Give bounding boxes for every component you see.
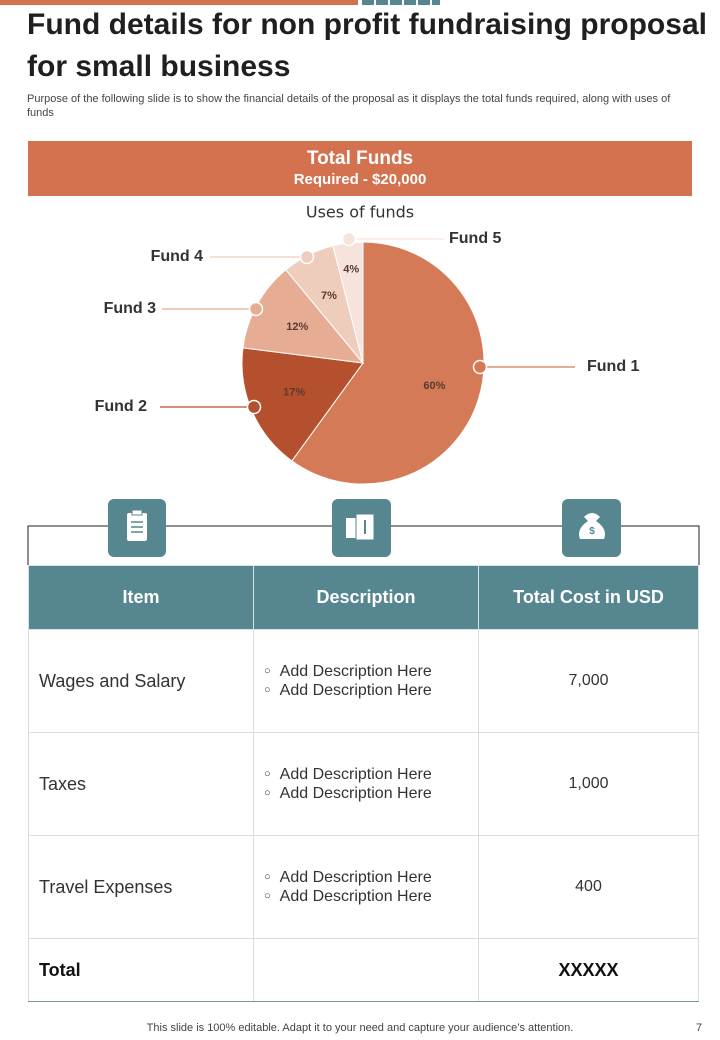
icon-money	[332, 499, 391, 557]
icon-clipboard	[108, 499, 166, 557]
banner-subtitle: Required - $20,000	[293, 171, 427, 188]
svg-text:$: $	[589, 526, 595, 537]
column-header: Total Cost in USD	[478, 565, 699, 630]
table-body: Wages and SalaryAdd Description HereAdd …	[28, 629, 699, 1002]
callout-dot	[248, 301, 264, 317]
empty-cell	[253, 938, 479, 1002]
accent-blocks	[362, 0, 440, 5]
slice-label: 60%	[423, 380, 445, 392]
slice-label: 7%	[321, 290, 337, 302]
callout-dot	[341, 231, 357, 247]
legend-label: Fund 1	[587, 358, 640, 375]
pie-chart: Uses of funds 60% 17% 12% 7% 4% Fund 1 Fund 2 F…	[95, 203, 640, 485]
slice-label: 4%	[343, 263, 359, 275]
description-bullet: Add Description Here	[264, 765, 477, 784]
title: Fund details for non profit fundraising …	[27, 8, 707, 83]
table-row: TaxesAdd Description HereAdd Description…	[28, 732, 699, 836]
total-label: Total	[28, 938, 254, 1002]
subtitle: Purpose of the following slide is to sho…	[27, 93, 671, 119]
description-cell: Add Description HereAdd Description Here	[253, 732, 479, 836]
callout-dot	[246, 399, 262, 415]
description-bullet: Add Description Here	[264, 681, 477, 700]
table-header: Item Description Total Cost in USD	[28, 565, 699, 630]
legend-label: Fund 2	[95, 398, 148, 415]
page-number: 7	[696, 1022, 703, 1034]
column-header: Description	[253, 565, 479, 630]
cost-cell: 1,000	[478, 732, 699, 836]
item-cell: Wages and Salary	[28, 629, 254, 733]
legend-label: Fund 4	[151, 248, 204, 265]
accent-bar	[0, 0, 358, 5]
total-row: Total XXXXX	[28, 938, 699, 1002]
legend-label: Fund 3	[104, 300, 157, 317]
callout-dot	[299, 249, 315, 265]
table-row: Wages and SalaryAdd Description HereAdd …	[28, 629, 699, 733]
callout-dot	[472, 359, 488, 375]
description-cell: Add Description HereAdd Description Here	[253, 835, 479, 939]
item-cell: Taxes	[28, 732, 254, 836]
slice-label: 12%	[286, 321, 308, 333]
description-bullet: Add Description Here	[264, 868, 477, 887]
pie-slice	[291, 241, 485, 485]
banner-title: Total Funds	[306, 148, 414, 169]
cost-cell: 7,000	[478, 629, 699, 733]
description-cell: Add Description HereAdd Description Here	[253, 629, 479, 733]
total-cost: XXXXX	[478, 938, 699, 1002]
description-bullet: Add Description Here	[264, 662, 477, 681]
cost-table: Item Description Total Cost in USD Wages…	[28, 565, 699, 1002]
table-row: Travel ExpensesAdd Description HereAdd D…	[28, 835, 699, 939]
description-bullet: Add Description Here	[264, 887, 477, 906]
slice-label: 17%	[283, 387, 305, 399]
item-cell: Travel Expenses	[28, 835, 254, 939]
column-header: Item	[28, 565, 254, 630]
banner: Total Funds Required - $20,000	[28, 141, 692, 196]
legend-label: Fund 5	[449, 230, 502, 247]
icon-bag: $	[562, 499, 621, 557]
cost-cell: 400	[478, 835, 699, 939]
icon-row: $	[27, 499, 700, 565]
footer-note: This slide is 100% editable. Adapt it to…	[146, 1022, 574, 1034]
chart-title: Uses of funds	[306, 203, 414, 222]
description-bullet: Add Description Here	[264, 784, 477, 803]
